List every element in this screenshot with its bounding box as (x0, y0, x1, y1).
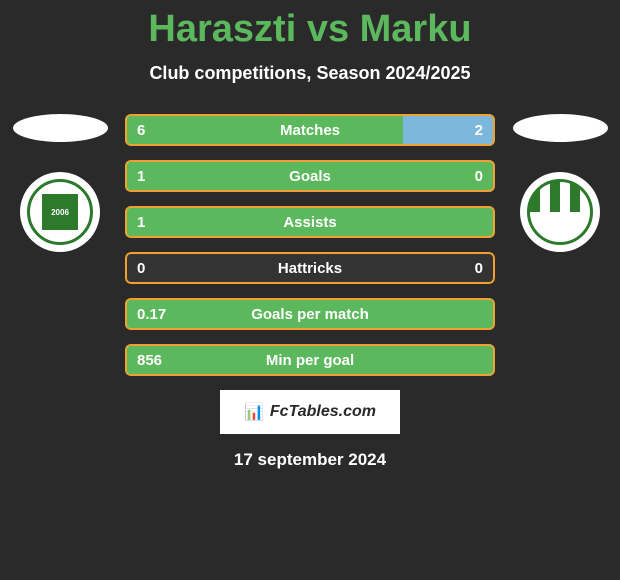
footer-logo: 📊 FcTables.com (220, 390, 400, 434)
country-flag-right (513, 114, 608, 142)
stat-value-left: 0 (137, 260, 145, 277)
team-left-col: 2006 (10, 114, 110, 252)
stat-value-right: 2 (475, 122, 483, 139)
stat-value-left: 1 (137, 168, 145, 185)
stat-label: Goals per match (251, 306, 369, 323)
country-flag-left (13, 114, 108, 142)
subtitle: Club competitions, Season 2024/2025 (0, 63, 620, 84)
stat-value-right: 0 (475, 168, 483, 185)
stat-value-left: 0.17 (137, 306, 166, 323)
stat-label: Hattricks (278, 260, 342, 277)
stat-value-left: 6 (137, 122, 145, 139)
main-content: 2006 6Matches21Goals01Assists0Hattricks0… (0, 114, 620, 376)
stat-row: 6 Matches 2 (125, 114, 495, 146)
stat-row: 856 Min per goal (125, 344, 495, 376)
club-crest-left: 2006 (20, 172, 100, 252)
page-title: Haraszti vs Marku (0, 8, 620, 51)
stat-row: 0 Hattricks 0 (125, 252, 495, 284)
stat-row: 1 Goals 0 (125, 160, 495, 192)
team-right-col (510, 114, 610, 252)
stat-label: Goals (289, 168, 331, 185)
stat-label: Assists (283, 214, 336, 231)
club-crest-right (520, 172, 600, 252)
stats-column: 6 Matches 2 1 Goals 0 1 Assists 0 Hattricks 0 0.17 G… (125, 114, 495, 376)
stat-value-left: 856 (137, 352, 162, 369)
stat-label: Min per goal (266, 352, 354, 369)
stat-row: 0.17 Goals per match (125, 298, 495, 330)
stat-label: Matches (280, 122, 340, 139)
stat-bar-left (125, 114, 403, 146)
footer-logo-text: FcTables.com (270, 403, 376, 421)
chart-icon: 📊 (244, 402, 264, 422)
date-label: 17 september 2024 (0, 450, 620, 470)
stat-value-right: 0 (475, 260, 483, 277)
stat-row: 1 Assists (125, 206, 495, 238)
stat-value-left: 1 (137, 214, 145, 231)
